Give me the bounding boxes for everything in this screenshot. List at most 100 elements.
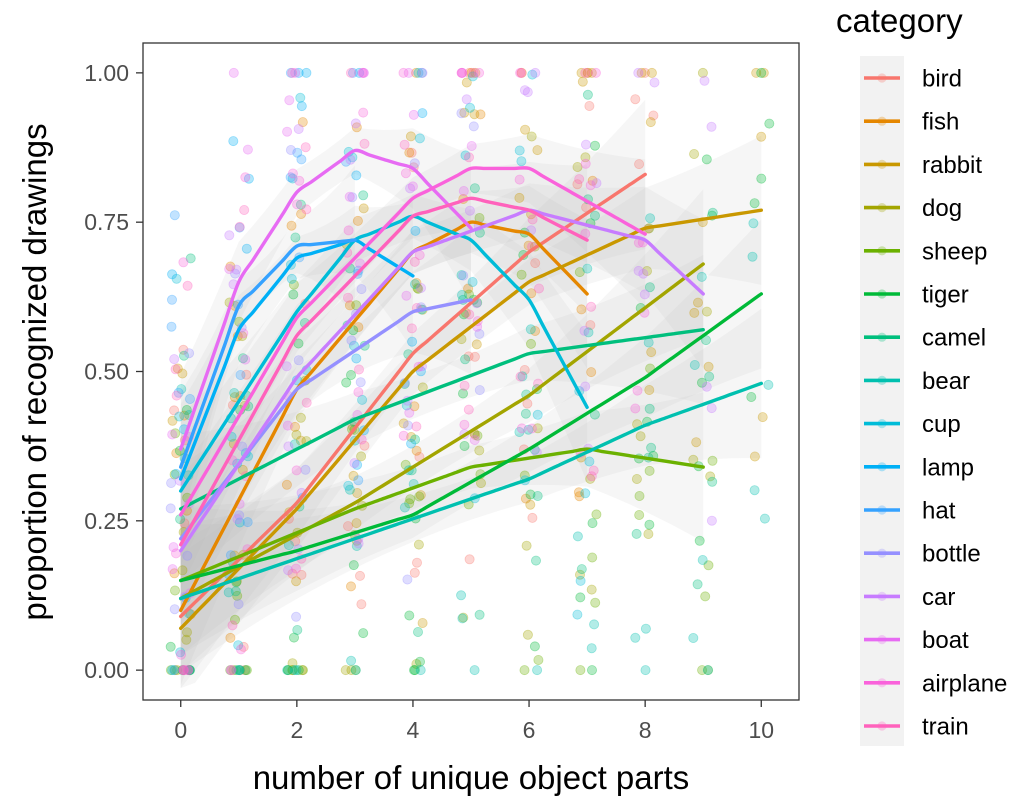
point-bird (469, 351, 480, 362)
point-rabbit (177, 368, 188, 379)
point-airplane (590, 67, 601, 78)
point-boat (408, 109, 419, 120)
legend-label-bottle: bottle (922, 541, 981, 568)
point-car (417, 67, 428, 78)
point-bird (584, 101, 595, 112)
point-bird (527, 512, 538, 523)
point-bottle (402, 420, 413, 431)
point-bear (645, 213, 656, 224)
point-rabbit (520, 124, 531, 135)
point-bottle (182, 550, 193, 561)
point-dog (580, 152, 591, 163)
point-fish (576, 304, 587, 315)
point-boat (282, 420, 293, 431)
point-sheep (700, 591, 711, 602)
point-rabbit (757, 412, 768, 423)
point-bird (178, 665, 189, 676)
point-sheep (282, 665, 293, 676)
point-tiger (746, 391, 757, 402)
point-sheep (169, 469, 180, 480)
point-camel (410, 434, 421, 445)
point-boat (167, 429, 178, 440)
point-sheep (703, 665, 714, 676)
point-dog (417, 382, 428, 393)
point-airplane (287, 168, 298, 179)
point-airplane (515, 67, 526, 78)
point-bottle (293, 355, 304, 366)
confidence-band-cup (180, 194, 588, 566)
point-bear (688, 633, 699, 644)
point-bird (634, 159, 645, 170)
point-lamp (417, 108, 428, 119)
point-bear (282, 665, 293, 676)
point-fish (289, 421, 300, 432)
x-tick-label: 0 (174, 717, 187, 743)
point-fish (351, 122, 362, 133)
point-dog (522, 629, 533, 640)
point-sheep (707, 455, 718, 466)
legend-label-bear: bear (922, 368, 970, 395)
point-bird (585, 320, 596, 331)
point-airplane (240, 172, 251, 183)
point-airplane (353, 387, 364, 398)
point-cup (460, 150, 471, 161)
point-train (345, 67, 356, 78)
point-tiger (529, 641, 540, 652)
point-dog (458, 612, 469, 623)
point-rabbit (237, 464, 248, 475)
x-tick-label: 10 (748, 717, 774, 743)
legend-label-car: car (922, 584, 955, 611)
point-bottle (474, 385, 485, 396)
point-bird (359, 440, 370, 451)
x-tick-label: 6 (523, 717, 536, 743)
legend-title: category (836, 2, 963, 39)
point-cup (171, 273, 182, 284)
point-airplane (585, 180, 596, 191)
point-bear (456, 270, 467, 281)
point-airplane (526, 423, 537, 434)
point-bird (648, 110, 659, 121)
point-boat (458, 185, 469, 196)
point-train (463, 404, 474, 415)
point-cup (575, 575, 586, 586)
fit-lines (179, 148, 763, 630)
point-bear (759, 513, 770, 524)
point-rabbit (469, 109, 480, 120)
legend-point-lamp (877, 462, 887, 472)
point-rabbit (229, 392, 240, 403)
point-sheep (575, 665, 586, 676)
point-lamp (243, 173, 254, 184)
confidence-band-tiger (180, 219, 762, 656)
point-tiger (644, 519, 655, 530)
point-lamp (351, 170, 362, 181)
confidence-band-bird (180, 99, 646, 689)
point-sheep (404, 498, 415, 509)
point-car (591, 178, 602, 189)
legend-point-tiger (877, 289, 887, 299)
legend-label-fish: fish (922, 109, 959, 136)
point-sheep (472, 430, 483, 441)
point-bottle (347, 192, 358, 203)
point-train (411, 421, 422, 432)
point-bird (354, 570, 365, 581)
point-tiger (749, 198, 760, 209)
point-dog (412, 282, 423, 293)
point-camel (576, 564, 587, 575)
point-tiger (288, 632, 299, 643)
point-rabbit (287, 665, 298, 676)
point-bear (696, 271, 707, 282)
point-train (170, 364, 181, 375)
point-bear (517, 371, 528, 382)
legend-label-dog: dog (922, 195, 962, 222)
point-sheep (590, 597, 601, 608)
point-bear (702, 665, 713, 676)
y-axis: 0.00 0.25 0.50 0.75 1.00 (84, 60, 143, 683)
legend: category bird fish rabbit dog sheep tiger came… (836, 2, 1007, 746)
point-bear (630, 632, 641, 643)
point-dog (356, 451, 367, 462)
point-car (350, 118, 361, 129)
point-tiger (414, 656, 425, 667)
point-rabbit (646, 347, 657, 358)
point-bear (532, 665, 543, 676)
y-tick-label: 0.50 (84, 359, 129, 385)
